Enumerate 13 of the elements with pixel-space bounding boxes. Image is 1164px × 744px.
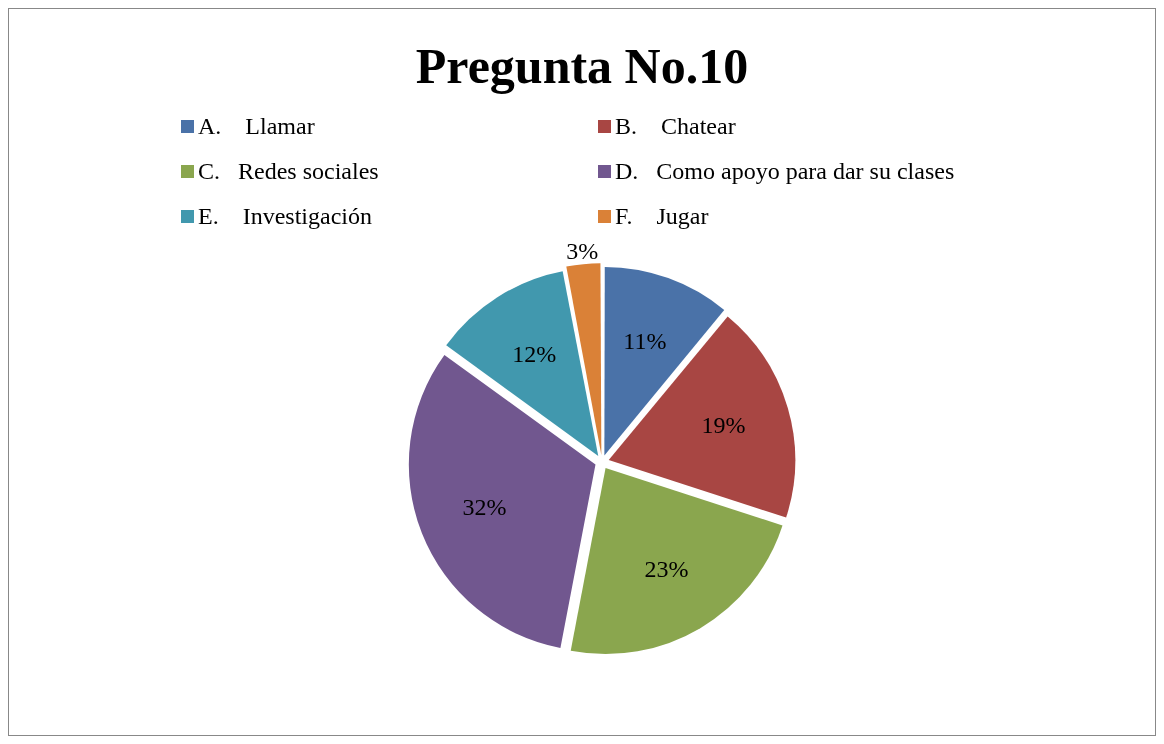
legend-label: F. Jugar [615, 203, 709, 230]
data-label: 32% [462, 493, 507, 520]
data-label: 23% [644, 556, 689, 583]
chart-title: Pregunta No.10 [414, 37, 750, 95]
data-label: 3% [566, 238, 599, 265]
legend-label: D. Como apoyo para dar su clases [615, 158, 955, 185]
data-label: 19% [701, 412, 746, 439]
data-label: 12% [512, 340, 557, 367]
legend-label: E. Investigación [198, 203, 372, 230]
legend-label: C. Redes sociales [198, 158, 379, 185]
legend-label: B. Chatear [615, 113, 736, 140]
data-label: 11% [623, 328, 667, 355]
legend-label: A. Llamar [198, 113, 315, 140]
